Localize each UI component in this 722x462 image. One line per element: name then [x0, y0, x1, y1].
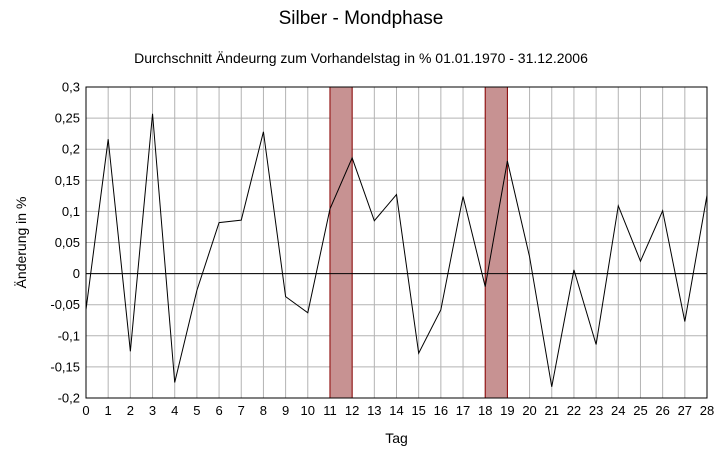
- x-tick-labels: 0 1 2 3 4 5 6 7 8 9 10 11 12 13 14 15 16 17 18 19 20 21 22 23 24…: [82, 403, 714, 418]
- y-tick-label: 0,15: [55, 173, 80, 188]
- x-tick-label: 25: [633, 403, 647, 418]
- x-tick-label: 23: [589, 403, 603, 418]
- x-tick-label: 18: [478, 403, 492, 418]
- x-tick-label: 9: [282, 403, 289, 418]
- x-tick-label: 28: [700, 403, 714, 418]
- y-tick-labels: 0,3 0,25 0,2 0,15 0,1 0,05 0 -0,05 -0,1 -0,15 -0,2: [50, 80, 80, 406]
- plot-frame: [85, 86, 708, 399]
- x-tick-label: 27: [678, 403, 692, 418]
- series-line: [85, 113, 708, 387]
- x-tick-label: 24: [611, 403, 625, 418]
- x-tick-label: 6: [215, 403, 222, 418]
- x-tick-label: 14: [389, 403, 403, 418]
- x-tick-label: 5: [193, 403, 200, 418]
- x-tick-label: 8: [260, 403, 267, 418]
- y-tick-label: -0,05: [50, 297, 80, 312]
- y-tick-label: 0,2: [62, 142, 80, 157]
- x-tick-label: 1: [105, 403, 112, 418]
- highlight-band: [329, 86, 353, 399]
- x-tick-label: 4: [171, 403, 178, 418]
- x-tick-label: 11: [323, 403, 337, 418]
- x-tick-label: 19: [500, 403, 514, 418]
- y-axis-label: Änderung in %: [13, 197, 29, 289]
- x-tick-label: 0: [82, 403, 89, 418]
- chart-subtitle: Durchschnitt Ändeurng zum Vorhandelstag …: [134, 50, 588, 66]
- y-tick-label: 0: [73, 266, 80, 281]
- x-tick-label: 26: [655, 403, 669, 418]
- x-tick-label: 22: [567, 403, 581, 418]
- y-tick-label: 0,3: [62, 80, 80, 95]
- x-tick-label: 20: [522, 403, 536, 418]
- x-tick-label: 10: [301, 403, 315, 418]
- y-tick-label: -0,1: [58, 328, 80, 343]
- x-tick-label: 17: [456, 403, 470, 418]
- chart-title: Silber - Mondphase: [278, 8, 444, 29]
- y-tick-label: -0,2: [58, 391, 80, 406]
- y-tick-label: 0,05: [55, 235, 80, 250]
- x-tick-label: 15: [411, 403, 425, 418]
- highlight-band: [484, 86, 508, 399]
- y-tick-label: 0,25: [55, 111, 80, 126]
- x-tick-label: 16: [434, 403, 448, 418]
- x-tick-label: 12: [345, 403, 359, 418]
- x-tick-label: 7: [238, 403, 245, 418]
- x-tick-label: 13: [367, 403, 381, 418]
- x-tick-label: 21: [545, 403, 559, 418]
- y-tick-label: -0,15: [50, 359, 80, 374]
- y-tick-label: 0,1: [62, 204, 80, 219]
- x-axis-label: Tag: [385, 430, 408, 446]
- grid-layer: [85, 86, 708, 399]
- highlight-bands: [329, 86, 508, 399]
- x-tick-label: 3: [149, 403, 156, 418]
- x-tick-label: 2: [127, 403, 134, 418]
